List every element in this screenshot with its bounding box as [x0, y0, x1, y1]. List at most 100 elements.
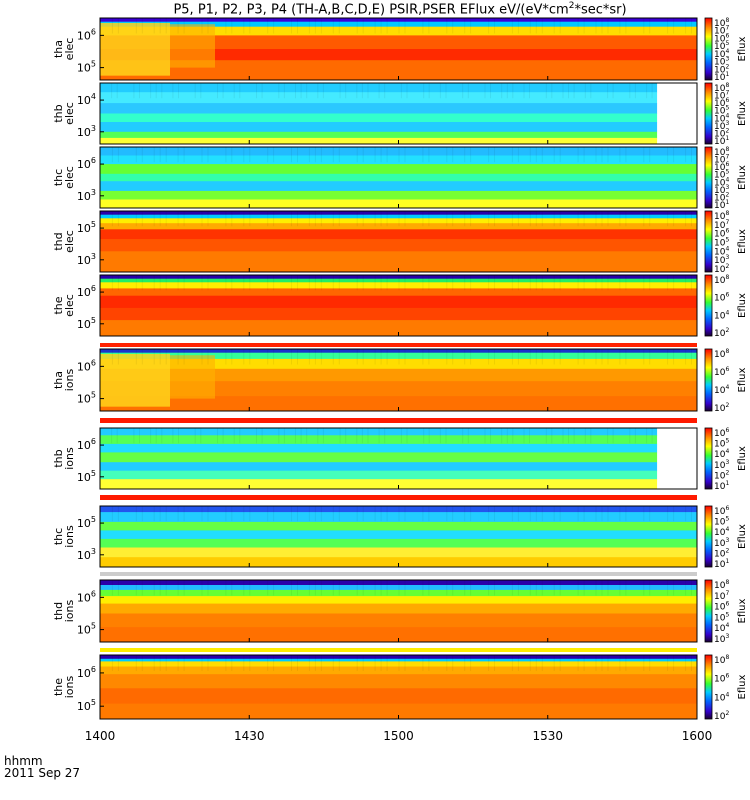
- noise-stripe: [261, 428, 263, 444]
- noise-stripe: [225, 349, 227, 365]
- noise-stripe: [484, 428, 486, 444]
- energy-band: [100, 181, 697, 192]
- separator-bar: [100, 343, 697, 347]
- y-tick-label: 106: [77, 665, 96, 680]
- noise-stripe: [428, 506, 430, 522]
- noise-stripe: [517, 506, 519, 522]
- noise-stripe: [612, 428, 614, 444]
- noise-stripe: [649, 580, 651, 596]
- noise-stripe: [439, 428, 441, 444]
- noise-stripe: [117, 506, 119, 522]
- noise-stripe: [404, 147, 406, 163]
- colorbar-tick-label: 102: [714, 127, 729, 139]
- noise-stripe: [667, 580, 669, 596]
- noise-stripe: [452, 349, 454, 365]
- noise-stripe: [217, 428, 218, 444]
- noise-stripe: [673, 275, 675, 291]
- noise-stripe: [583, 18, 585, 34]
- noise-stripe: [545, 428, 547, 444]
- energy-band: [100, 443, 658, 453]
- noise-stripe: [462, 428, 464, 444]
- noise-stripe: [308, 18, 310, 34]
- energy-band: [100, 470, 658, 480]
- x-tick-label: 1530: [533, 729, 564, 743]
- noise-stripe: [691, 580, 692, 596]
- noise-stripe: [583, 349, 585, 365]
- noise-stripe: [378, 428, 380, 444]
- noise-stripe: [317, 428, 319, 444]
- noise-stripe: [535, 275, 537, 291]
- noise-stripe: [501, 83, 503, 99]
- noise-stripe: [231, 18, 233, 34]
- noise-stripe: [601, 655, 603, 671]
- noise-stripe: [577, 349, 579, 365]
- noise-stripe: [673, 506, 675, 522]
- noise-stripe: [291, 211, 292, 227]
- energy-band: [100, 223, 697, 230]
- noise-stripe: [685, 18, 687, 34]
- colorbar-tick-label: 104: [714, 176, 729, 188]
- noise-stripe: [249, 18, 251, 34]
- noise-stripe: [470, 580, 472, 596]
- noise-stripe: [494, 147, 495, 163]
- noise-stripe: [446, 655, 448, 671]
- noise-stripe: [607, 580, 609, 596]
- colorbar: [704, 146, 713, 209]
- energy-band: [100, 131, 658, 139]
- noise-stripe: [470, 18, 472, 34]
- noise-stripe: [464, 18, 466, 34]
- noise-stripe: [517, 655, 519, 671]
- y-tick-label: 106: [77, 358, 96, 373]
- colorbar-label: Eflux: [737, 524, 748, 549]
- noise-stripe: [404, 275, 406, 291]
- noise-stripe: [153, 580, 155, 596]
- panel-y-label: thc: [52, 169, 65, 186]
- noise-stripe: [231, 580, 233, 596]
- noise-stripe: [314, 506, 316, 522]
- noise-stripe: [523, 428, 525, 444]
- noise-stripe: [673, 147, 675, 163]
- colorbar-label: Eflux: [737, 165, 748, 190]
- colorbar-tick-label: 106: [714, 601, 729, 613]
- energy-band: [100, 688, 697, 705]
- energy-band: [100, 275, 697, 280]
- noise-stripe: [183, 211, 185, 227]
- noise-stripe: [428, 580, 430, 596]
- noise-stripe: [183, 275, 185, 291]
- noise-stripe: [649, 18, 651, 34]
- noise-stripe: [511, 580, 513, 596]
- noise-stripe: [601, 147, 603, 163]
- noise-stripe: [559, 275, 561, 291]
- noise-stripe: [332, 211, 334, 227]
- colorbar-tick-label: 102: [714, 63, 729, 75]
- energy-band: [100, 295, 697, 309]
- noise-stripe: [267, 655, 269, 671]
- noise-stripe: [308, 580, 310, 596]
- noise-stripe: [345, 428, 347, 444]
- noise-stripe: [422, 655, 424, 671]
- noise-stripe: [541, 275, 543, 291]
- noise-stripe: [161, 428, 163, 444]
- noise-stripe: [153, 506, 155, 522]
- noise-stripe: [398, 18, 400, 34]
- noise-stripe: [607, 275, 609, 291]
- y-tick-label: 103: [77, 188, 96, 203]
- noise-stripe: [673, 211, 675, 227]
- noise-stripe: [386, 506, 388, 522]
- colorbar-tick-label: 105: [714, 611, 729, 623]
- noise-stripe: [159, 211, 161, 227]
- early-flux-region: [100, 22, 170, 76]
- noise-stripe: [545, 83, 547, 99]
- colorbar-tick-label: 104: [714, 245, 729, 257]
- energy-band: [100, 557, 697, 568]
- y-tick-label: 104: [77, 92, 96, 107]
- noise-stripe: [517, 349, 519, 365]
- noise-stripe: [577, 275, 579, 291]
- noise-stripe: [601, 211, 603, 227]
- noise-stripe: [320, 655, 322, 671]
- noise-stripe: [201, 655, 203, 671]
- colorbar-tick-label: 106: [714, 673, 729, 685]
- colorbar-label: Eflux: [737, 598, 748, 623]
- noise-stripe: [595, 275, 597, 291]
- noise-stripe: [320, 18, 322, 34]
